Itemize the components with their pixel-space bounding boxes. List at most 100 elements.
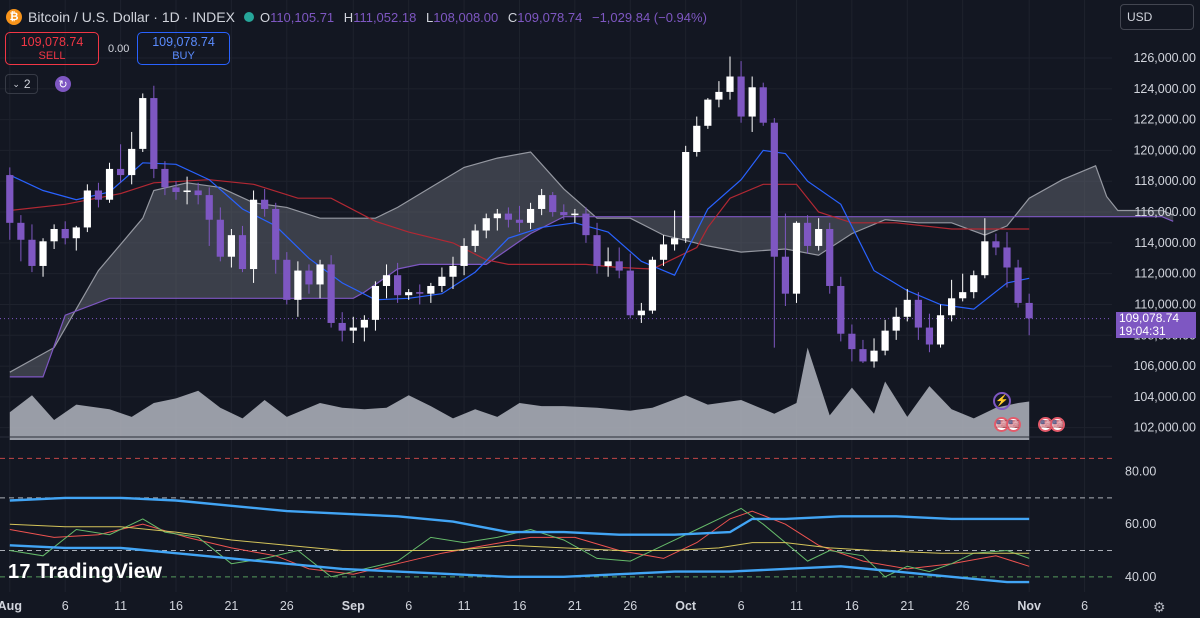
candle (150, 85, 158, 179)
candle-body (837, 285, 845, 334)
candle-body (28, 239, 36, 266)
indicators-toggle[interactable]: ⌄ 2 (5, 74, 38, 94)
candle-body (826, 228, 834, 286)
candle-body (238, 235, 247, 270)
sell-label: SELL (38, 50, 66, 62)
candle-body (504, 213, 512, 220)
candle (360, 315, 368, 342)
time-tick-label: Nov (1017, 599, 1041, 613)
candle (416, 284, 424, 305)
buy-price: 109,078.74 (152, 35, 215, 49)
us-flag-event-icon[interactable]: 🇺🇸 (1050, 417, 1065, 432)
candle-body (449, 265, 457, 277)
candle (781, 213, 789, 306)
candle (593, 222, 601, 274)
us-flag-event-icon[interactable]: 🇺🇸 (1006, 417, 1021, 432)
candle-body (161, 168, 169, 188)
lightning-icon[interactable]: ⚡ (993, 392, 1011, 410)
candle-body (936, 315, 945, 345)
candle-body (859, 349, 867, 362)
candle-body (914, 299, 922, 328)
candle (792, 221, 801, 303)
symbol-header: ₿ Bitcoin / U.S. Dollar · 1D · INDEX O11… (6, 8, 707, 26)
candle (859, 339, 867, 363)
candle-body (781, 256, 789, 294)
time-tick-label: 16 (845, 599, 859, 613)
candle-body (925, 327, 934, 345)
candle (870, 338, 878, 368)
candle (538, 188, 546, 216)
gear-icon[interactable]: ⚙ (1153, 599, 1166, 615)
candle (6, 167, 14, 240)
candle-body (659, 244, 668, 260)
oscillator-pane (0, 457, 1112, 584)
spread-value: 0.00 (108, 43, 130, 55)
candle (371, 281, 380, 331)
candle-body (892, 316, 900, 331)
kijun-sen (9, 179, 1030, 270)
candle (327, 255, 335, 328)
volume-profile (0, 318, 1112, 440)
currency-select[interactable]: USD (1120, 4, 1194, 30)
candle (948, 279, 956, 322)
sell-button[interactable]: 109,078.74 SELL (5, 32, 99, 65)
candle-body (427, 285, 435, 294)
volume-area (9, 347, 1030, 440)
candle (105, 162, 114, 203)
tradingview-logo[interactable]: 17 TradingView (8, 560, 162, 584)
candle-body (327, 264, 335, 323)
candle (283, 252, 291, 305)
time-axis[interactable]: Aug 6 11 16 21 26 Sep 6 11 16 21 26 Oct 6 11 16 21 26 Nov 6 (0, 599, 1088, 613)
candle-body (128, 148, 136, 176)
candle-body (815, 228, 823, 246)
low-value: 108,008.00 (433, 9, 499, 25)
candle (427, 282, 435, 303)
candle (682, 145, 690, 243)
candle-body (249, 199, 258, 270)
price-axis[interactable]: 126,000.00 124,000.00 122,000.00 120,000.00… (1125, 51, 1196, 584)
time-tick-label: 26 (623, 599, 637, 613)
candle (83, 184, 91, 233)
candle (892, 307, 900, 340)
buy-button[interactable]: 109,078.74 BUY (137, 32, 230, 65)
candle (449, 256, 457, 290)
high-value: 111,052.18 (353, 9, 417, 25)
candle (659, 235, 668, 266)
sync-icon[interactable]: ↻ (55, 76, 71, 92)
time-tick-label: 11 (458, 599, 471, 613)
candle-body (61, 228, 69, 239)
candle (826, 222, 834, 294)
price-tick-label: 116,000.00 (1134, 205, 1196, 219)
candle (460, 238, 468, 276)
price-tick-label: 102,000.00 (1133, 421, 1196, 435)
candle-body (792, 222, 801, 294)
time-tick-label: 21 (568, 599, 582, 613)
candle-body (460, 245, 468, 266)
price-tick-label: 104,000.00 (1133, 390, 1196, 404)
candle-body (360, 319, 368, 328)
candle (194, 182, 202, 205)
candle (748, 76, 756, 132)
candle (715, 81, 723, 108)
time-tick-label: Aug (0, 599, 22, 613)
candle (914, 292, 922, 340)
price-tick-label: 118,000.00 (1134, 174, 1196, 188)
candle-body (637, 310, 645, 316)
market-status-icon (243, 12, 254, 22)
candle (615, 247, 623, 279)
candle-body (803, 222, 812, 246)
candle (925, 313, 934, 353)
candle-body (538, 195, 546, 209)
candle-body (1025, 302, 1033, 319)
candle-body (294, 270, 302, 300)
candle-body (194, 190, 202, 196)
time-tick-label: 21 (224, 599, 238, 613)
candle (139, 93, 147, 152)
symbol-title[interactable]: Bitcoin / U.S. Dollar · 1D · INDEX (28, 9, 235, 25)
price-tick-label: 124,000.00 (1133, 82, 1196, 96)
time-tick-label: 26 (956, 599, 970, 613)
candle-body (1003, 247, 1011, 268)
candle-body (1014, 267, 1022, 303)
candle-body (560, 212, 568, 216)
